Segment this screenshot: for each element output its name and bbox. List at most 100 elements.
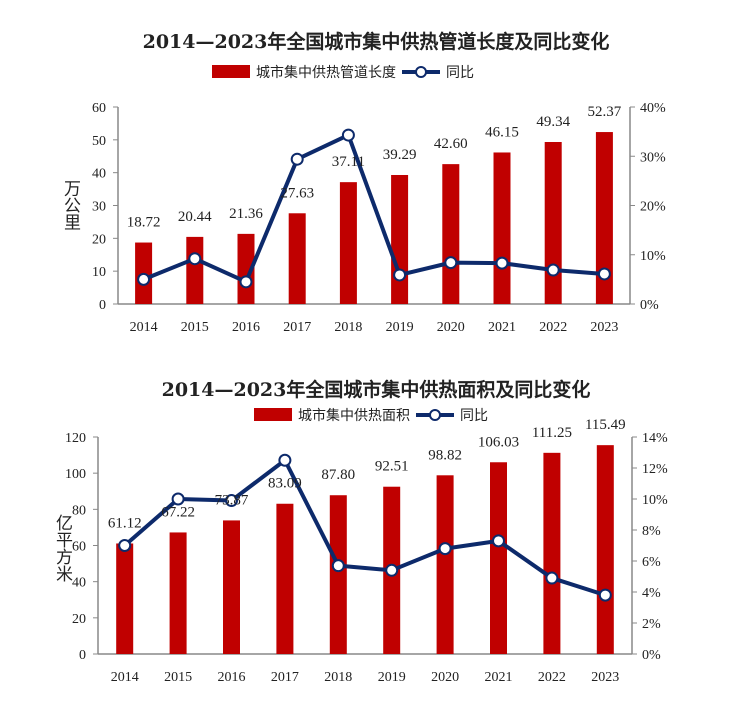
bar	[276, 503, 294, 654]
y2-tick-label: 10%	[640, 249, 666, 264]
y-axis-label: 亿平方米	[52, 514, 72, 582]
bar	[223, 520, 240, 654]
bar-data-label: 115.49	[585, 417, 626, 433]
y-tick-label: 20	[92, 232, 106, 247]
bar	[543, 452, 561, 654]
legend-bar-swatch	[254, 408, 292, 421]
bar-data-label: 21.36	[229, 206, 263, 222]
y2-tick-label: 12%	[642, 462, 668, 477]
yoy-point	[385, 563, 399, 577]
bar-data-label: 73.87	[215, 492, 249, 508]
bar	[329, 495, 347, 654]
yoy-point	[545, 571, 559, 585]
x-tick-label: 2023	[590, 320, 618, 335]
bar-data-label: 27.63	[280, 185, 314, 201]
y-tick-label: 100	[65, 467, 86, 482]
legend-bar-label: 城市集中供热管道长度	[256, 64, 396, 81]
bar	[186, 236, 204, 304]
legend-line-marker	[429, 409, 441, 421]
bar-data-label: 83.09	[268, 476, 302, 492]
y-tick-label: 20	[72, 612, 86, 627]
y-tick-label: 120	[65, 431, 86, 446]
y-tick-label: 40	[72, 576, 86, 591]
legend-line-label: 同比	[446, 65, 474, 81]
yoy-point	[597, 267, 611, 281]
bar-data-label: 52.37	[588, 104, 622, 120]
y2-tick-label: 10%	[642, 493, 668, 508]
bar-data-label: 42.60	[434, 136, 468, 152]
yoy-point	[438, 542, 452, 556]
bar-data-label: 39.29	[383, 147, 417, 163]
y-tick-label: 80	[72, 503, 86, 518]
x-tick-label: 2014	[130, 320, 158, 335]
bar-data-label: 20.44	[178, 209, 212, 225]
chart-title: 2014—2023年全国城市集中供热面积及同比变化	[162, 378, 591, 401]
x-tick-label: 2021	[488, 320, 516, 335]
chart-title: 2014—2023年全国城市集中供热管道长度及同比变化	[143, 30, 610, 53]
x-tick-label: 2018	[334, 320, 362, 335]
y2-tick-label: 0%	[640, 298, 659, 313]
bar-data-label: 61.12	[108, 515, 142, 531]
bar	[391, 174, 409, 304]
x-tick-label: 2020	[431, 670, 459, 685]
yoy-line	[123, 458, 606, 598]
bar	[595, 132, 613, 304]
bar	[339, 182, 357, 304]
bar	[544, 142, 562, 304]
x-tick-label: 2017	[283, 320, 311, 335]
bar	[493, 152, 511, 304]
x-tick-label: 2015	[164, 670, 192, 685]
yoy-point	[598, 588, 612, 602]
bar-data-label: 49.34	[536, 114, 570, 130]
x-tick-label: 2015	[181, 320, 209, 335]
x-tick-label: 2016	[232, 320, 260, 335]
y2-tick-label: 30%	[640, 150, 666, 165]
x-tick-label: 2016	[218, 670, 246, 685]
yoy-point	[137, 272, 151, 286]
bar-data-label: 18.72	[127, 215, 161, 231]
bar	[436, 475, 454, 654]
y2-tick-label: 6%	[642, 555, 661, 570]
bar-data-label: 92.51	[375, 459, 409, 475]
bar	[596, 445, 614, 654]
y-tick-label: 50	[92, 134, 106, 149]
legend-bar-swatch	[212, 65, 250, 78]
legend-bar-label: 城市集中供热面积	[298, 407, 410, 424]
y-tick-label: 60	[72, 540, 86, 555]
x-tick-label: 2022	[539, 320, 567, 335]
y2-tick-label: 14%	[642, 431, 668, 446]
yoy-point	[444, 256, 458, 270]
yoy-point	[225, 494, 238, 508]
legend-line-marker	[415, 66, 427, 78]
x-tick-label: 2020	[437, 320, 465, 335]
bar	[490, 462, 507, 654]
y-tick-label: 60	[92, 101, 106, 116]
bar	[169, 532, 187, 654]
yoy-point	[495, 256, 509, 270]
y-tick-label: 30	[92, 200, 106, 215]
bar-data-label: 67.22	[161, 504, 195, 520]
yoy-point	[492, 534, 505, 548]
x-tick-label: 2019	[386, 320, 414, 335]
bar-data-label: 46.15	[485, 124, 519, 140]
x-tick-label: 2019	[378, 670, 406, 685]
legend-line-label: 同比	[460, 408, 488, 424]
x-tick-label: 2014	[111, 670, 139, 685]
yoy-point	[171, 492, 185, 506]
bar-data-label: 98.82	[428, 447, 462, 463]
y-tick-label: 0	[79, 648, 86, 663]
y2-tick-label: 20%	[640, 200, 666, 215]
bar-data-label: 87.80	[321, 467, 355, 483]
y2-tick-label: 0%	[642, 648, 661, 663]
yoy-line	[142, 133, 605, 284]
bar	[442, 164, 460, 304]
y2-tick-label: 4%	[642, 586, 661, 601]
x-tick-label: 2017	[271, 670, 299, 685]
bar	[288, 213, 306, 304]
yoy-point	[278, 453, 292, 467]
y2-tick-label: 2%	[642, 617, 661, 632]
bar-data-label: 106.03	[478, 434, 519, 450]
